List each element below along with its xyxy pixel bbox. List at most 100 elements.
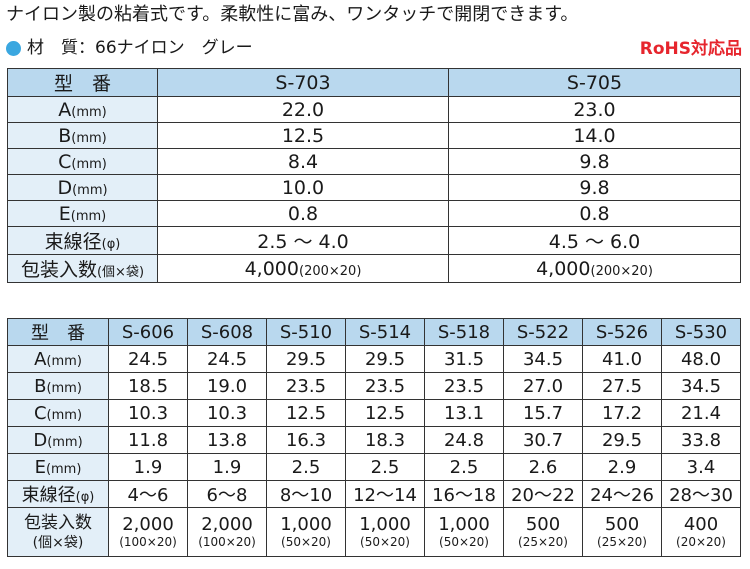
cell: 30.7 <box>503 426 583 454</box>
row-label: B(mm) <box>7 122 158 149</box>
table-header-row: 型 番 S-606 S-608 S-510 S-514 S-518 S-522 … <box>7 318 741 346</box>
cell: 8～10 <box>266 480 346 508</box>
cell: 4,000(200×20) <box>157 254 449 283</box>
table-row: D(mm) 10.0 9.8 <box>7 174 741 201</box>
row-label: C(mm) <box>7 399 109 427</box>
spec-table-2: 型 番 S-606 S-608 S-510 S-514 S-518 S-522 … <box>7 318 741 557</box>
cell: 400 (20×20) <box>661 507 741 557</box>
cell: 500 (25×20) <box>503 507 583 557</box>
cell: 6～8 <box>187 480 267 508</box>
cell: 13.1 <box>424 399 504 427</box>
table-row: B(mm) 12.5 14.0 <box>7 122 741 149</box>
cell: 1.9 <box>108 453 188 481</box>
cell: 11.8 <box>108 426 188 454</box>
table-row: A(mm) 22.0 23.0 <box>7 96 741 123</box>
cell: 27.5 <box>582 372 662 400</box>
cell: 2,000 (100×20) <box>108 507 188 557</box>
cell: 23.0 <box>448 96 741 123</box>
column-header: S-608 <box>187 318 267 346</box>
header-label: 型 番 <box>7 318 109 346</box>
cell: 9.8 <box>448 174 741 201</box>
cell: 20～22 <box>503 480 583 508</box>
spec-table-1: 型 番 S-703 S-705 A(mm) 22.0 23.0 B(mm) 12… <box>7 68 741 283</box>
cell: 19.0 <box>187 372 267 400</box>
table-header-row: 型 番 S-703 S-705 <box>7 68 741 97</box>
cell: 27.0 <box>503 372 583 400</box>
cell: 12.5 <box>157 122 449 149</box>
table-row: 包装入数(個×袋) 4,000(200×20) 4,000(200×20) <box>7 254 741 283</box>
table-row: 束線径(φ) 4～6 6～8 8～10 12～14 16～18 20～22 24… <box>7 480 741 508</box>
cell: 10.3 <box>187 399 267 427</box>
cell: 2.5 ～ 4.0 <box>157 226 449 255</box>
cell: 23.5 <box>345 372 425 400</box>
intro-text: ナイロン製の粘着式です。柔軟性に富み、ワンタッチで開閉できます。 <box>6 4 579 25</box>
cell: 2.6 <box>503 453 583 481</box>
cell: 2,000 (100×20) <box>187 507 267 557</box>
cell: 16～18 <box>424 480 504 508</box>
cell: 17.2 <box>582 399 662 427</box>
cell: 2.5 <box>424 453 504 481</box>
row-label: E(mm) <box>7 200 158 227</box>
cell: 34.5 <box>661 372 741 400</box>
table-row: B(mm) 18.5 19.0 23.5 23.5 23.5 27.0 27.5… <box>7 372 741 400</box>
row-label: E(mm) <box>7 453 109 481</box>
table-row: E(mm) 0.8 0.8 <box>7 200 741 227</box>
cell: 500 (25×20) <box>582 507 662 557</box>
cell: 18.3 <box>345 426 425 454</box>
cell: 33.8 <box>661 426 741 454</box>
cell: 3.4 <box>661 453 741 481</box>
table-row: D(mm) 11.8 13.8 16.3 18.3 24.8 30.7 29.5… <box>7 426 741 454</box>
table-row: 包装入数 (個×袋) 2,000 (100×20) 2,000 (100×20) 1,… <box>7 507 741 557</box>
cell: 29.5 <box>345 345 425 373</box>
row-label: 束線径(φ) <box>7 480 109 508</box>
cell: 48.0 <box>661 345 741 373</box>
column-header: S-518 <box>424 318 504 346</box>
cell: 4,000(200×20) <box>448 254 741 283</box>
material-text: 材 質：66ナイロン グレー <box>27 38 253 58</box>
cell: 1.9 <box>187 453 267 481</box>
cell: 4.5 ～ 6.0 <box>448 226 741 255</box>
material-line: 材 質：66ナイロン グレー <box>6 36 253 60</box>
cell: 1,000 (50×20) <box>424 507 504 557</box>
cell: 10.0 <box>157 174 449 201</box>
cell: 29.5 <box>582 426 662 454</box>
table-row: 束線径(φ) 2.5 ～ 4.0 4.5 ～ 6.0 <box>7 226 741 255</box>
row-label: A(mm) <box>7 345 109 373</box>
cell: 14.0 <box>448 122 741 149</box>
column-header: S-514 <box>345 318 425 346</box>
cell: 2.9 <box>582 453 662 481</box>
column-header: S-703 <box>157 68 449 97</box>
cell: 41.0 <box>582 345 662 373</box>
row-label: B(mm) <box>7 372 109 400</box>
table-row: E(mm) 1.9 1.9 2.5 2.5 2.5 2.6 2.9 3.4 <box>7 453 741 481</box>
cell: 9.8 <box>448 148 741 175</box>
cell: 12.5 <box>345 399 425 427</box>
column-header: S-530 <box>661 318 741 346</box>
header-label: 型 番 <box>7 68 158 97</box>
row-label: 束線径(φ) <box>7 226 158 255</box>
cell: 0.8 <box>448 200 741 227</box>
cell: 23.5 <box>266 372 346 400</box>
cell: 24.8 <box>424 426 504 454</box>
cell: 2.5 <box>345 453 425 481</box>
cell: 12～14 <box>345 480 425 508</box>
cell: 10.3 <box>108 399 188 427</box>
table-row: C(mm) 8.4 9.8 <box>7 148 741 175</box>
column-header: S-522 <box>503 318 583 346</box>
rohs-badge: RoHS対応品 <box>639 39 742 59</box>
cell: 15.7 <box>503 399 583 427</box>
column-header: S-510 <box>266 318 346 346</box>
cell: 1,000 (50×20) <box>266 507 346 557</box>
cell: 18.5 <box>108 372 188 400</box>
bullet-dot-icon <box>6 40 21 56</box>
column-header: S-526 <box>582 318 662 346</box>
row-label: 包装入数(個×袋) <box>7 507 109 557</box>
cell: 16.3 <box>266 426 346 454</box>
cell: 4～6 <box>108 480 188 508</box>
cell: 31.5 <box>424 345 504 373</box>
cell: 21.4 <box>661 399 741 427</box>
row-label: D(mm) <box>7 426 109 454</box>
cell: 24～26 <box>582 480 662 508</box>
column-header: S-705 <box>448 68 741 97</box>
row-label: A(mm) <box>7 96 158 123</box>
